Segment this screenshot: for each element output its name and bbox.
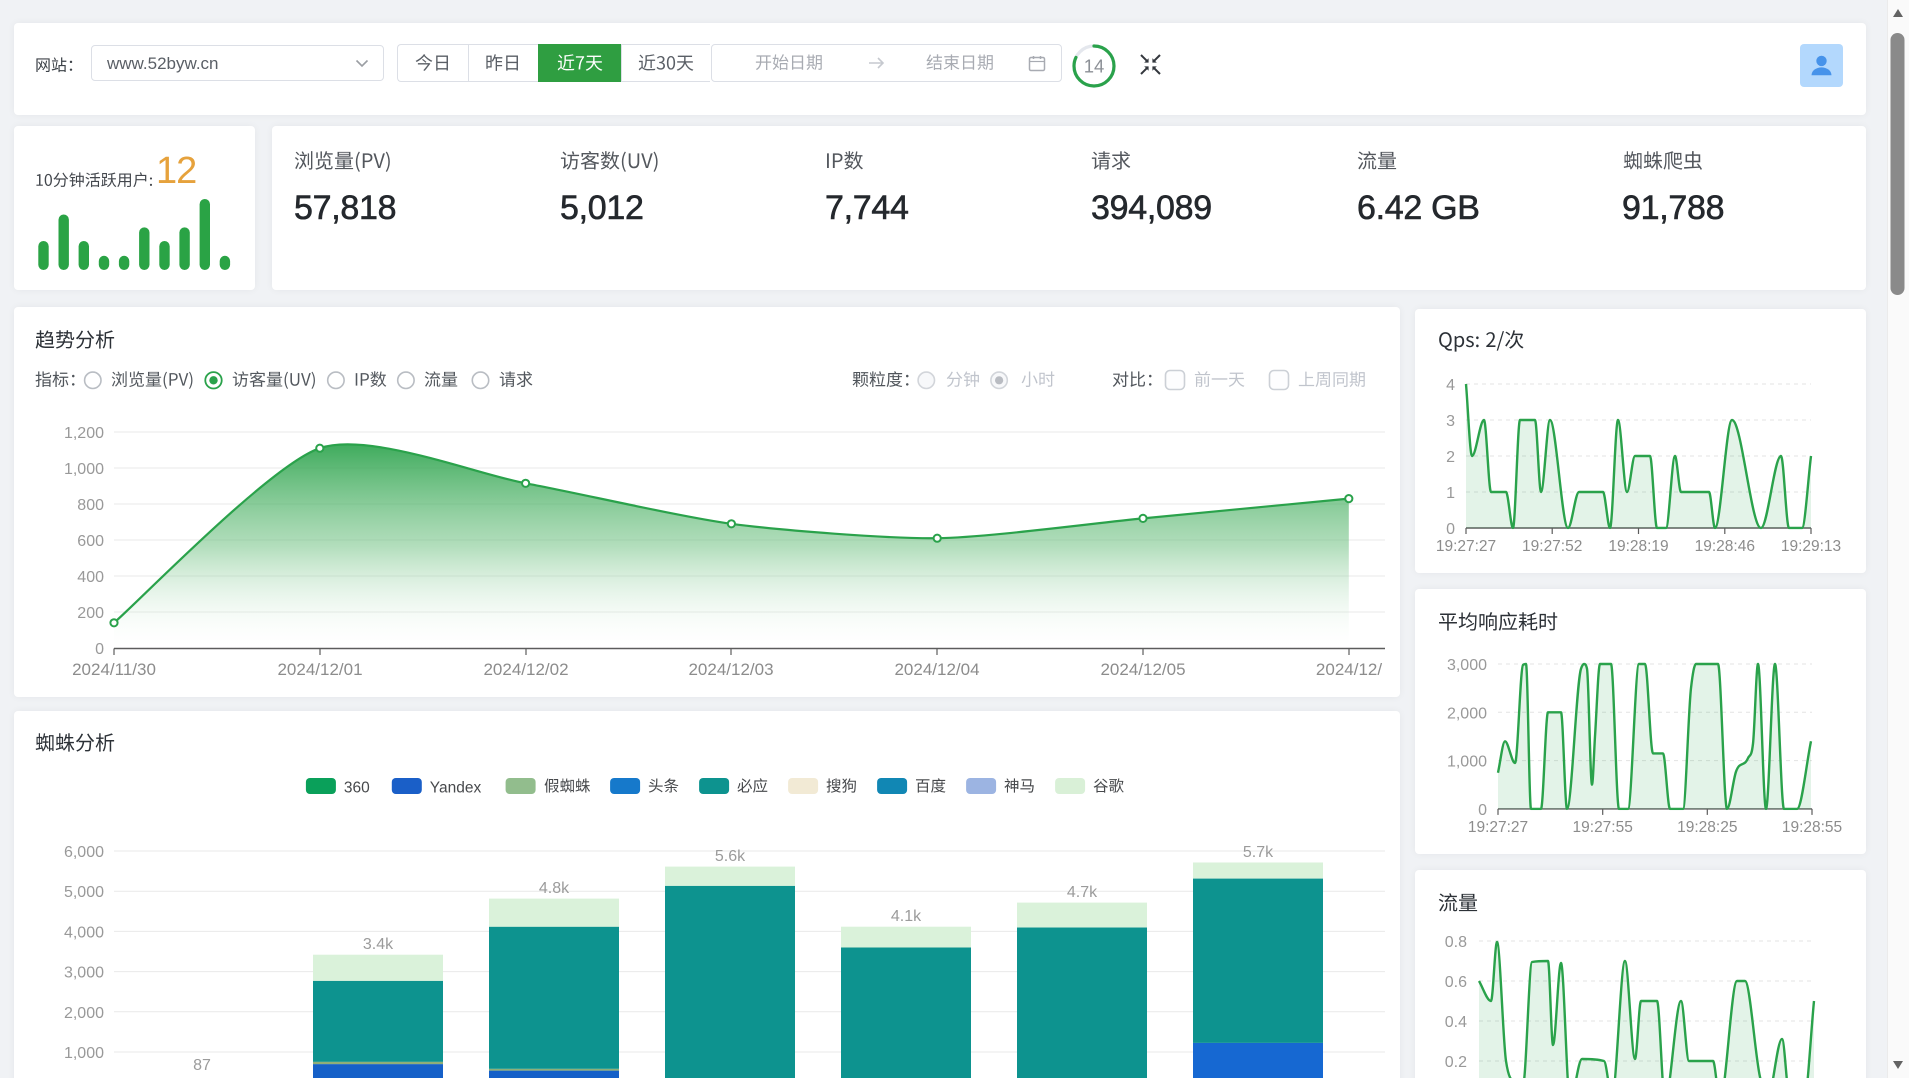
svg-text:5,000: 5,000 [64,884,104,901]
svg-text:1,200: 1,200 [64,425,104,442]
svg-text:4.8k: 4.8k [539,880,570,897]
svg-text:4.1k: 4.1k [891,908,922,925]
svg-text:2024/12/05: 2024/12/05 [1100,660,1185,679]
svg-text:4.7k: 4.7k [1067,884,1098,901]
svg-text:1,000: 1,000 [64,1045,104,1062]
svg-text:19:29:13: 19:29:13 [1781,538,1841,555]
svg-text:2: 2 [1446,449,1455,466]
svg-text:0.4: 0.4 [1445,1014,1467,1031]
svg-text:0.8: 0.8 [1445,934,1467,951]
svg-text:2,000: 2,000 [64,1005,104,1022]
svg-text:1,000: 1,000 [64,461,104,478]
svg-text:19:27:52: 19:27:52 [1522,538,1582,555]
svg-text:2024/12/03: 2024/12/03 [688,660,773,679]
svg-text:19:27:27: 19:27:27 [1436,538,1496,555]
svg-text:19:28:19: 19:28:19 [1608,538,1668,555]
svg-text:1,000: 1,000 [1447,754,1487,771]
svg-text:0: 0 [1446,521,1455,538]
svg-text:6,000: 6,000 [64,844,104,861]
svg-text:2024/12/04: 2024/12/04 [894,660,979,679]
svg-text:5.7k: 5.7k [1243,844,1274,861]
svg-text:200: 200 [77,605,104,622]
svg-text:3,000: 3,000 [1447,657,1487,674]
svg-text:19:27:27: 19:27:27 [1468,819,1528,836]
svg-text:0: 0 [1478,802,1487,819]
svg-text:800: 800 [77,497,104,514]
svg-text:1: 1 [1446,485,1455,502]
svg-text:4,000: 4,000 [64,924,104,941]
svg-text:87: 87 [193,1057,211,1074]
svg-text:4: 4 [1446,377,1455,394]
svg-text:3.4k: 3.4k [363,936,394,953]
svg-text:19:28:25: 19:28:25 [1677,819,1737,836]
svg-text:2024/11/30: 2024/11/30 [72,660,156,679]
svg-text:14: 14 [1084,56,1105,77]
svg-text:19:28:46: 19:28:46 [1695,538,1755,555]
svg-text:2024/12/01: 2024/12/01 [277,660,362,679]
svg-text:600: 600 [77,533,104,550]
svg-text:5.6k: 5.6k [715,848,746,865]
svg-text:19:28:55: 19:28:55 [1782,819,1842,836]
svg-text:19:27:55: 19:27:55 [1573,819,1633,836]
svg-text:0.2: 0.2 [1445,1054,1467,1071]
svg-text:2024/12/02: 2024/12/02 [483,660,568,679]
svg-text:3,000: 3,000 [64,965,104,982]
svg-text:3: 3 [1446,413,1455,430]
svg-text:400: 400 [77,569,104,586]
svg-text:2,000: 2,000 [1447,705,1487,722]
svg-text:0.6: 0.6 [1445,974,1467,991]
svg-text:0: 0 [95,641,104,658]
svg-text:2024/12/: 2024/12/ [1316,660,1382,679]
